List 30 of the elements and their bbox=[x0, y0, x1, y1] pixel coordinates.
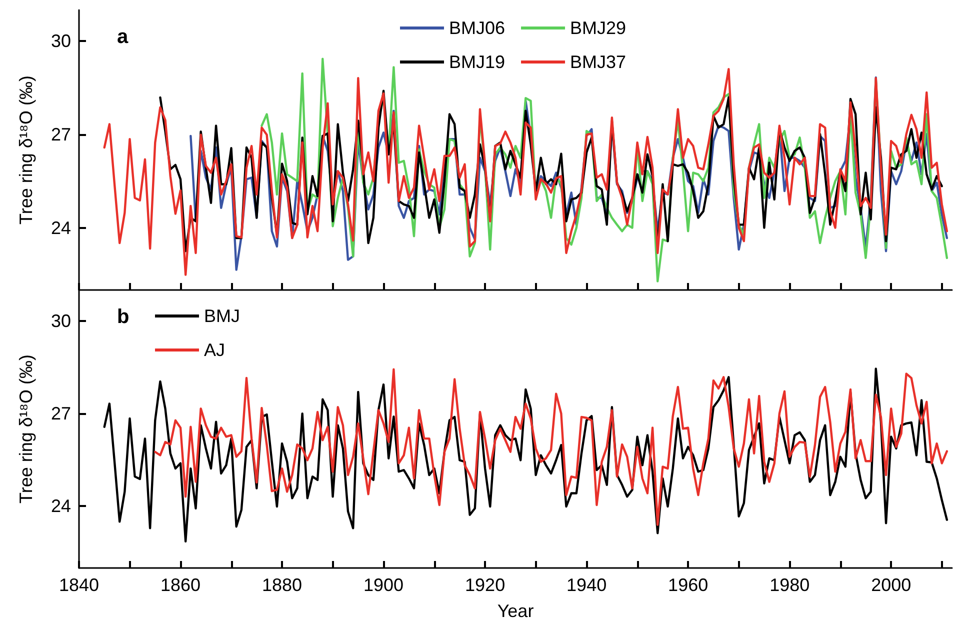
y-tick-label: 30 bbox=[50, 310, 71, 331]
y-tick-label: 24 bbox=[50, 496, 71, 516]
legend-label: BMJ19 bbox=[449, 52, 506, 72]
x-tick-label: 1880 bbox=[262, 575, 302, 595]
x-tick-label: 2000 bbox=[871, 575, 912, 595]
y-axis-title: Tree ring δ¹⁸O (‰) bbox=[16, 354, 36, 504]
legend-label: AJ bbox=[204, 340, 226, 360]
legend-label: BMJ06 bbox=[449, 18, 506, 38]
y-tick-label: 30 bbox=[50, 31, 71, 52]
x-tick-label: 1960 bbox=[668, 575, 708, 595]
x-tick-label: 1980 bbox=[770, 575, 810, 595]
y-tick-label: 27 bbox=[50, 404, 71, 424]
legend-label: BMJ37 bbox=[570, 52, 626, 72]
x-axis-title: Year bbox=[497, 601, 534, 621]
x-tick-label: 1860 bbox=[160, 575, 201, 595]
legend-label: BMJ bbox=[204, 306, 240, 326]
line-series bbox=[103, 368, 948, 543]
x-tick-label: 1940 bbox=[566, 575, 607, 595]
text: a bbox=[117, 26, 129, 48]
y-axis-title: Tree ring δ¹⁸O (‰) bbox=[16, 76, 36, 224]
line-series bbox=[103, 68, 948, 276]
line-series bbox=[154, 368, 948, 526]
x-tick-label: 1920 bbox=[465, 575, 506, 595]
y-tick-label: 27 bbox=[50, 124, 71, 144]
line-series bbox=[159, 90, 943, 252]
y-tick-label: 24 bbox=[50, 218, 71, 238]
x-tick-label: 1840 bbox=[58, 575, 100, 595]
x-tick-label: 1900 bbox=[364, 575, 404, 595]
legend-label: BMJ29 bbox=[570, 18, 626, 38]
text: b bbox=[117, 306, 130, 328]
